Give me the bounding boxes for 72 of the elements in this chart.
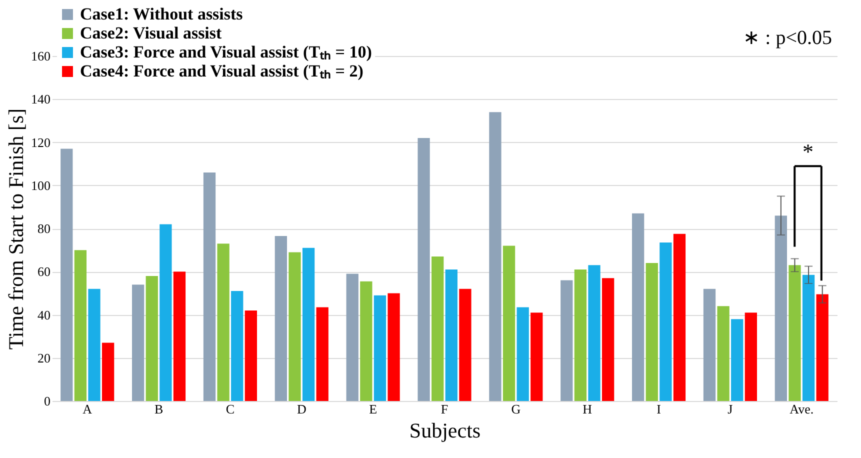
bar: [302, 248, 315, 401]
y-tick-label: 100: [31, 178, 50, 193]
bar: [88, 288, 100, 401]
bar: [774, 216, 788, 401]
y-tick-label: 20: [38, 350, 50, 366]
bar: [388, 293, 400, 401]
legend-label: Case4: Force and Visual assist (Tₜₕ = 2): [80, 62, 364, 80]
bar: [588, 265, 600, 401]
bar: [374, 295, 386, 401]
x-tick-label: E: [369, 402, 378, 416]
bar: [731, 319, 744, 401]
x-tick-label: C: [226, 402, 235, 416]
legend-label: Case1: Without assists: [80, 4, 244, 24]
bar: [346, 274, 358, 401]
bar: [502, 246, 516, 401]
bar: [574, 269, 587, 401]
bar: [445, 269, 458, 401]
bar: [459, 288, 472, 401]
bar: [418, 138, 430, 401]
y-tick-label: 0: [44, 394, 50, 408]
bar: [360, 281, 372, 401]
bar: [146, 276, 158, 401]
x-tick-label: D: [296, 402, 306, 416]
y-tick-label: 140: [31, 92, 50, 107]
annotation: *: [802, 139, 814, 164]
bar: [244, 310, 257, 401]
bar: [274, 236, 288, 401]
bar: [673, 234, 686, 401]
bar: [632, 213, 644, 401]
bar: [703, 288, 716, 401]
bar: [602, 278, 614, 401]
bar: [160, 224, 172, 401]
bar: [560, 280, 573, 401]
y-axis-title: Time from Start to Finish [s]: [4, 108, 28, 350]
bar: [816, 294, 828, 401]
bar: [102, 342, 114, 401]
x-tick-label: F: [440, 402, 448, 416]
x-tick-label: B: [154, 402, 164, 416]
bar: [288, 252, 301, 401]
x-tick-label: J: [728, 402, 733, 416]
y-tick-label: 120: [31, 134, 50, 150]
bar: [173, 272, 186, 401]
bar: [316, 307, 328, 401]
y-tick-label: 160: [31, 48, 50, 64]
y-tick-label: 40: [38, 307, 50, 322]
bar: [646, 263, 658, 401]
x-axis-title: Subjects: [409, 418, 481, 442]
bar: [802, 274, 815, 401]
bar: [660, 242, 672, 401]
bar: [132, 284, 144, 401]
bar: [489, 112, 502, 401]
bar: [60, 148, 73, 401]
x-tick-label: G: [511, 402, 521, 416]
x-tick-label: Ave.: [790, 402, 814, 416]
bar: [231, 291, 244, 401]
x-tick-label: A: [82, 402, 93, 416]
bar: [788, 265, 801, 401]
bar: [717, 306, 730, 401]
bar: [744, 312, 757, 401]
bar: [74, 250, 87, 401]
y-tick-label: 60: [38, 264, 50, 280]
legend-label: Case2: Visual assist: [80, 24, 222, 42]
text: ∗ : p<0.05: [743, 27, 832, 49]
bar: [432, 256, 444, 401]
x-tick-label: H: [582, 402, 592, 416]
bar: [203, 172, 216, 401]
bar: [530, 312, 543, 401]
y-tick-label: 80: [38, 221, 50, 236]
legend-label: Case3: Force and Visual assist (Tₜₕ = 10): [80, 42, 372, 62]
x-tick-label: I: [656, 402, 661, 416]
bar: [217, 244, 230, 401]
bar: [516, 307, 529, 401]
